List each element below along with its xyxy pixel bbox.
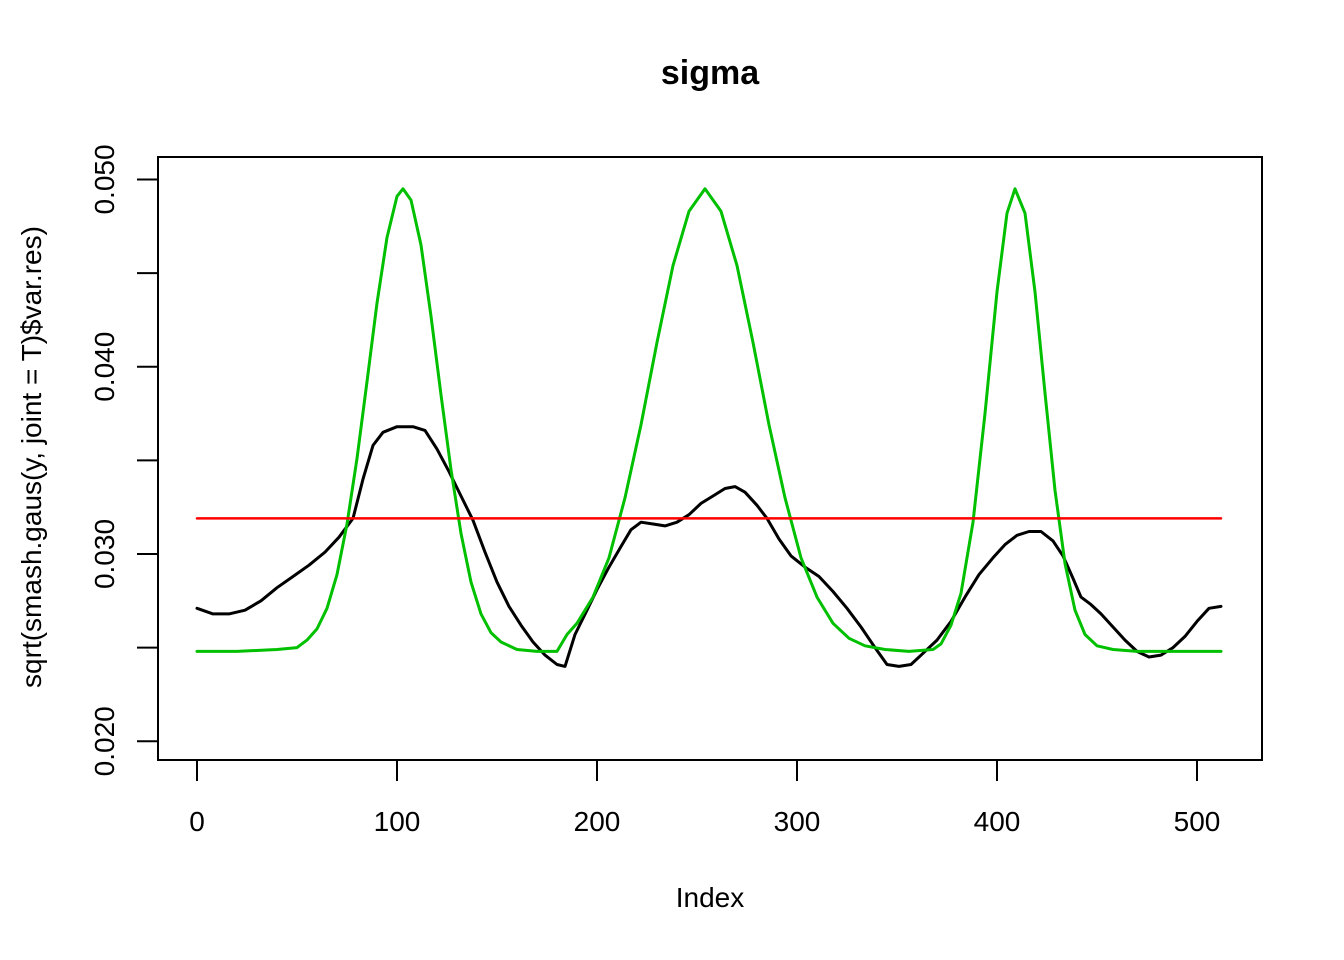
- estimated-sigma-line: [195, 425, 1223, 668]
- x-tick-label: 400: [974, 806, 1021, 837]
- x-axis-label: Index: [675, 882, 745, 913]
- y-tick-label: 0.050: [89, 144, 120, 214]
- plot-box: [157, 156, 1263, 761]
- y-tick-label: 0.030: [89, 519, 120, 589]
- x-tick-label: 500: [1174, 806, 1221, 837]
- chart-title: sigma: [660, 54, 760, 92]
- x-tick-label: 300: [774, 806, 821, 837]
- y-tick-label: 0.020: [89, 706, 120, 776]
- x-tick-label: 200: [574, 806, 621, 837]
- true-sigma-line: [195, 187, 1223, 653]
- x-tick-label: 100: [374, 806, 421, 837]
- y-tick-label: 0.040: [89, 332, 120, 402]
- x-tick-label: 0: [189, 806, 205, 837]
